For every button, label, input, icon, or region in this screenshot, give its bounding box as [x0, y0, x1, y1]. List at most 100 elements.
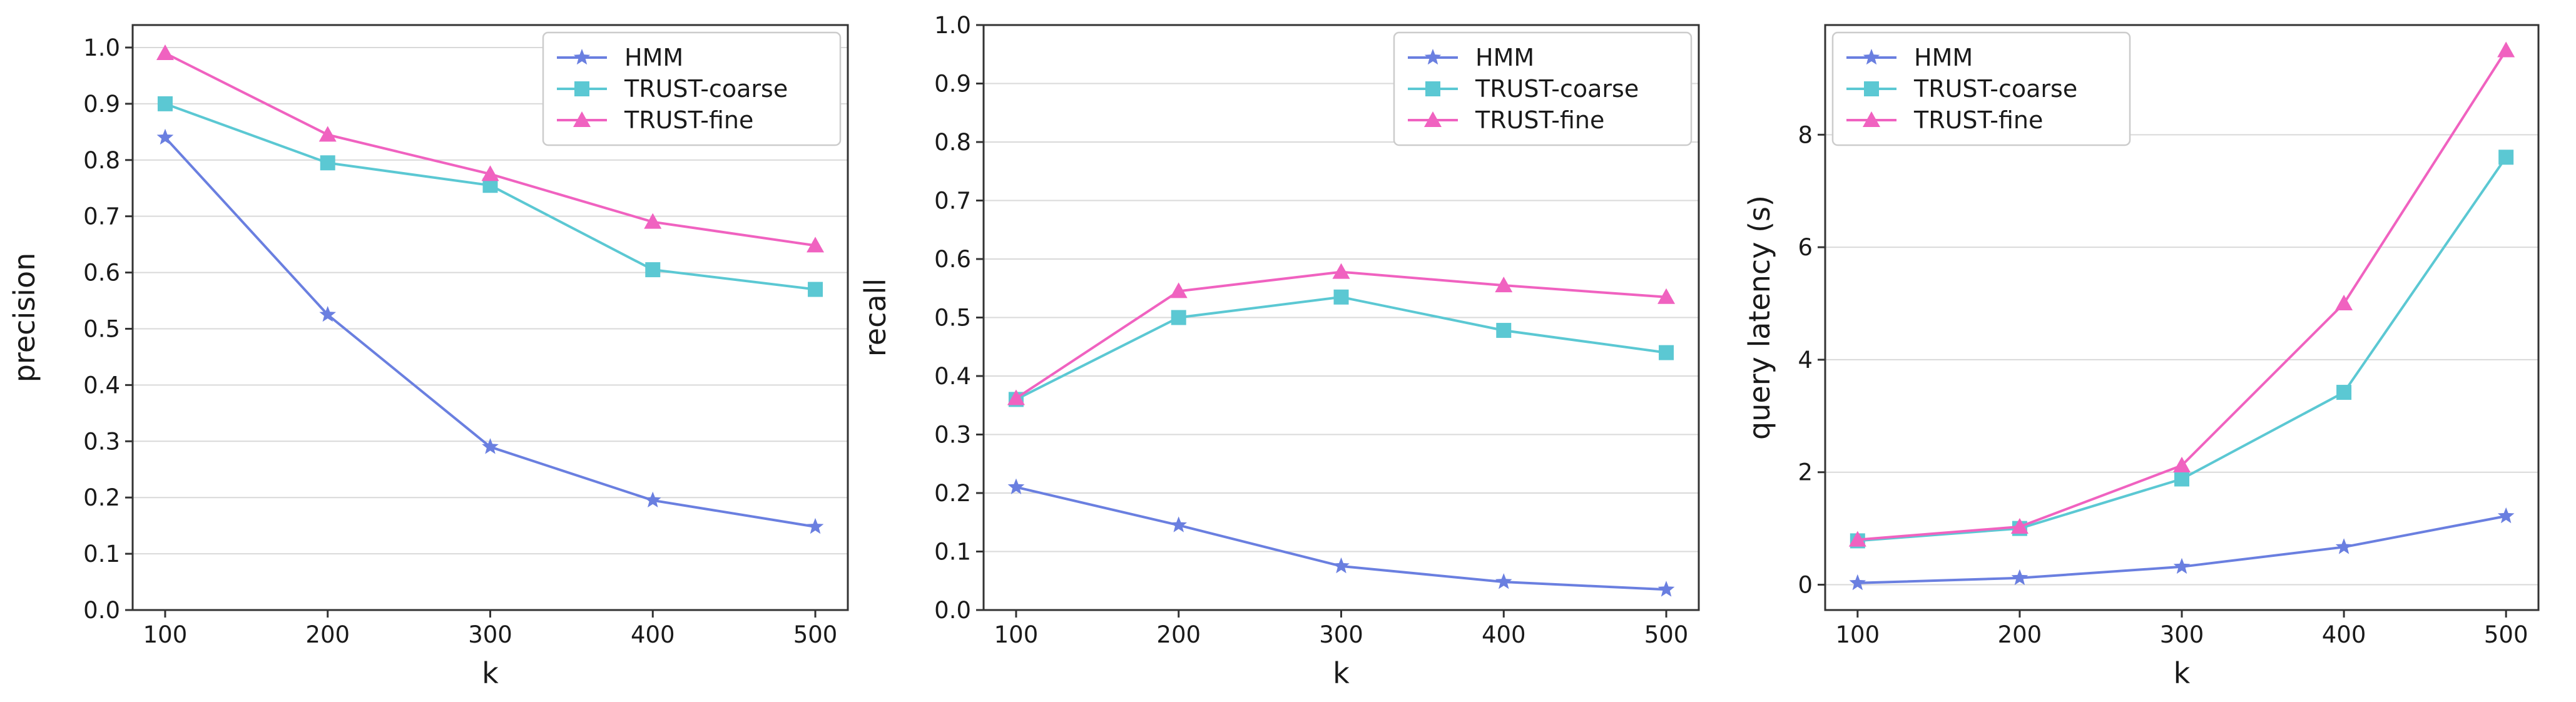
data-point	[2497, 507, 2515, 524]
x-axis-label: k	[2174, 656, 2191, 690]
legend-frame	[1393, 31, 1693, 146]
plot-frame	[982, 24, 1700, 611]
y-tick-label: 2	[1798, 459, 1813, 486]
legend-marker	[573, 49, 591, 65]
data-point	[1495, 277, 1513, 293]
y-tick-label: 1.0	[83, 34, 120, 61]
x-tick-label: 200	[1998, 621, 2042, 648]
legend: HMM TRUST-coarse TRUST-fine	[1831, 31, 2131, 146]
data-point	[2011, 569, 2029, 586]
x-tick-label: 100	[994, 621, 1039, 648]
data-point	[2498, 150, 2514, 165]
y-tick-label: 0.2	[83, 484, 120, 511]
x-tick-label: 400	[631, 621, 675, 648]
chart-panel-1: 0.0 0.1 0.2 0.3 0.4 0.5 0.6 0.7 0.8 0.9 1.0 100 200 3…	[8, 24, 849, 690]
plot-frame	[1824, 24, 2540, 611]
data-point	[1171, 310, 1186, 325]
legend-frame	[542, 31, 842, 146]
series-hmm	[156, 128, 824, 534]
series-trust-fine	[1007, 263, 1676, 405]
x-tick-label: 100	[143, 621, 188, 648]
data-point	[1007, 389, 1025, 405]
y-tick-label: 0.6	[934, 246, 971, 273]
legend-marker	[1425, 81, 1440, 96]
legend-marker	[1864, 81, 1879, 96]
chart-panel-2: 0.0 0.1 0.2 0.3 0.4 0.5 0.6 0.7 0.8 0.9 1.0 100 200 3…	[858, 12, 1700, 690]
y-tick-label: 8	[1798, 121, 1813, 148]
data-point	[318, 126, 337, 142]
data-point	[157, 96, 173, 111]
y-axis-label: recall	[858, 278, 892, 357]
series-line	[1857, 514, 2507, 584]
series-trust-fine	[1848, 41, 2515, 547]
y-tick-label: 0.2	[934, 480, 971, 507]
y-tick-label: 0.5	[934, 305, 971, 332]
data-point	[1170, 516, 1187, 532]
y-tick-label: 1.0	[934, 12, 971, 39]
chart-panel-3: 0 2 4 6 8 100 200 300 400 500 k query latency (s) HM…	[1743, 24, 2540, 690]
y-tick-label: 0.4	[83, 372, 120, 399]
y-axis-label: query latency (s)	[1743, 195, 1776, 440]
x-tick-label: 500	[793, 621, 838, 648]
data-point	[1007, 478, 1025, 494]
y-tick-label: 0.9	[934, 71, 971, 98]
data-point	[2335, 295, 2353, 311]
y-tick-label: 0.1	[934, 539, 971, 566]
x-tick-label: 500	[2484, 621, 2528, 648]
y-tick-label: 0	[1798, 572, 1813, 599]
data-point	[156, 128, 174, 145]
series-trust-fine	[156, 44, 825, 253]
x-tick-label: 500	[1644, 621, 1689, 648]
y-tick-label: 0.0	[934, 597, 971, 624]
data-point	[2336, 385, 2352, 400]
legend-marker	[573, 111, 591, 127]
legend-label: HMM	[1475, 44, 1534, 71]
data-point	[1496, 323, 1512, 338]
series-hmm	[1007, 478, 1675, 597]
data-point	[645, 262, 661, 278]
legend-label: HMM	[1914, 44, 1973, 71]
y-tick-label: 0.5	[83, 315, 120, 342]
legend-marker	[1863, 111, 1880, 127]
y-tick-label: 0.8	[83, 147, 120, 174]
data-point	[644, 213, 662, 229]
data-point	[482, 438, 499, 454]
y-tick-label: 0.6	[83, 260, 120, 287]
x-tick-label: 400	[1482, 621, 1526, 648]
data-point	[1495, 573, 1512, 589]
data-point	[156, 44, 174, 60]
series-hmm	[1849, 507, 2515, 591]
x-axis-label: k	[1333, 656, 1350, 690]
data-point	[1657, 581, 1675, 597]
series-line	[164, 136, 816, 528]
data-point	[319, 306, 336, 322]
data-point	[481, 165, 499, 181]
series-trust-coarse	[157, 96, 823, 297]
data-point	[1333, 289, 1349, 305]
data-point	[1333, 557, 1350, 574]
series-line	[1016, 486, 1667, 591]
legend-marker	[1424, 111, 1442, 127]
y-tick-label: 0.0	[83, 597, 120, 624]
legend: HMM TRUST-coarse TRUST-fine	[542, 31, 842, 146]
y-tick-label: 0.8	[934, 129, 971, 156]
legend-label: TRUST-coarse	[1475, 75, 1639, 103]
x-tick-label: 300	[2160, 621, 2204, 648]
y-axis-label: precision	[8, 253, 41, 383]
legend-label: TRUST-fine	[1475, 106, 1604, 134]
data-point	[320, 155, 335, 171]
y-tick-label: 0.4	[934, 363, 971, 390]
legend-frame	[1831, 31, 2131, 146]
data-point	[808, 282, 823, 297]
y-tick-label: 0.9	[83, 91, 120, 118]
x-tick-label: 400	[2322, 621, 2366, 648]
data-point	[807, 517, 824, 534]
data-point	[2173, 456, 2191, 472]
legend-marker	[574, 81, 589, 96]
data-point	[807, 237, 825, 253]
legend-label: HMM	[624, 44, 683, 71]
legend-label: TRUST-coarse	[624, 75, 788, 103]
data-point	[1849, 574, 1866, 591]
legend-label: TRUST-fine	[624, 106, 753, 134]
y-tick-label: 0.3	[934, 422, 971, 449]
